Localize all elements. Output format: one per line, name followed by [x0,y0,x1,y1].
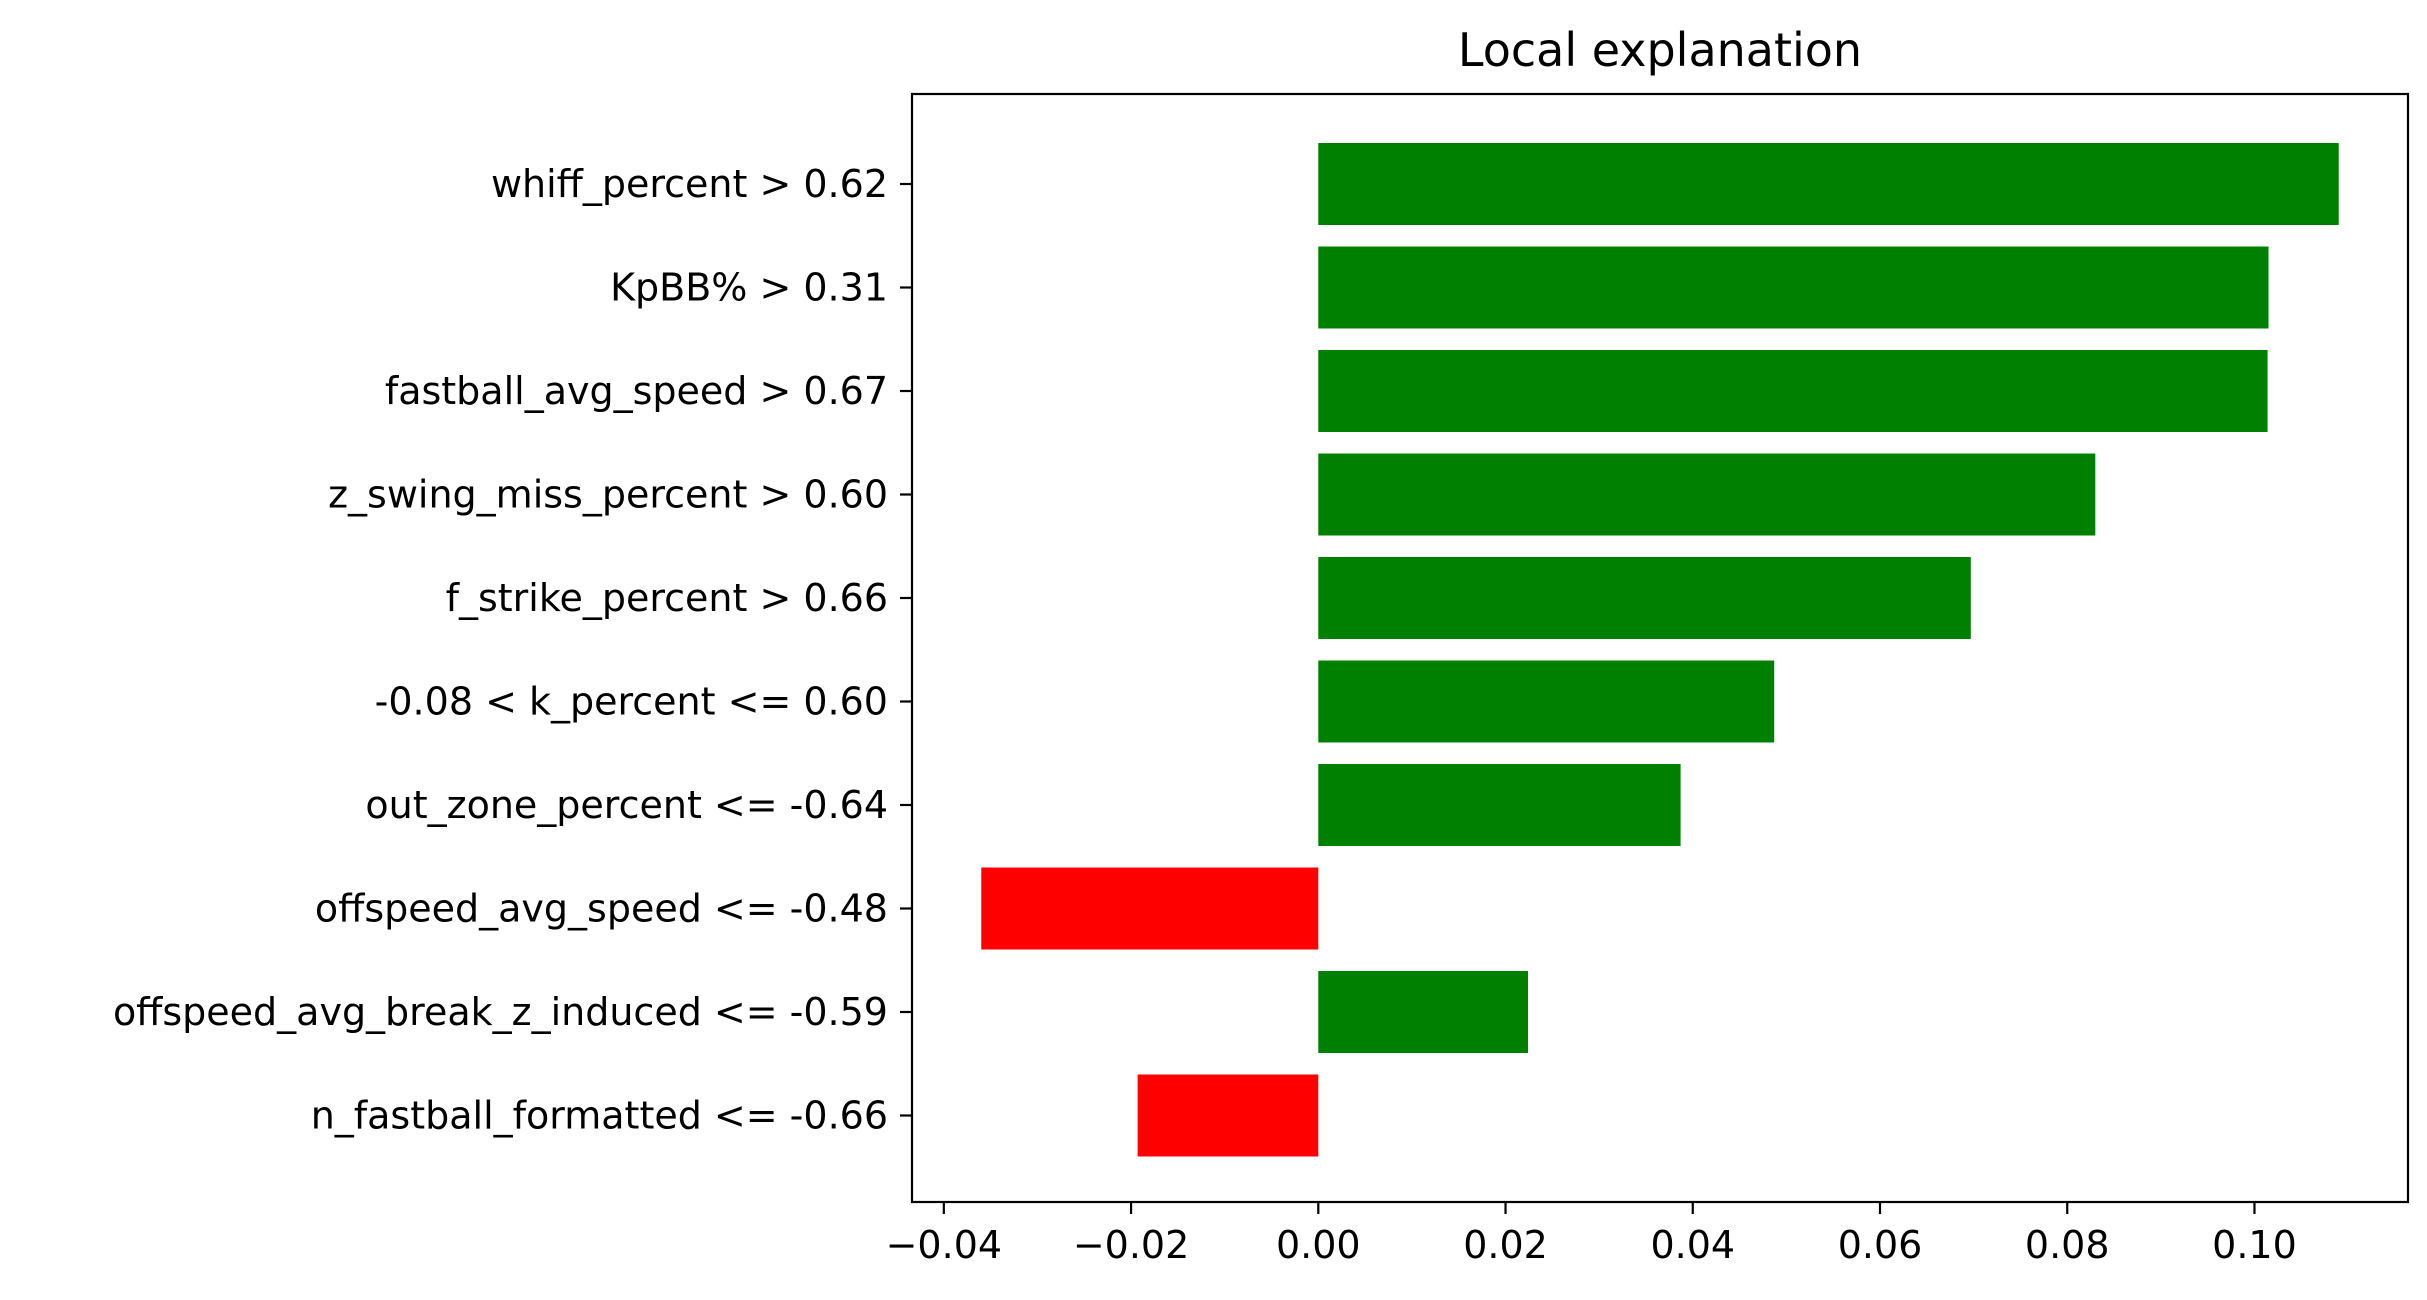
x-tick-label: 0.02 [1463,1223,1548,1267]
bar-offspeed-avg-break-z-induced-0-59 [1318,971,1528,1053]
x-tick-label: −0.02 [1073,1223,1189,1267]
chart-title: Local explanation [1458,23,1862,77]
bars-layer [981,143,2339,1157]
bar-out-zone-percent-0-64 [1318,764,1681,846]
x-ticks: −0.04 −0.02 0.00 0.02 0.04 0.06 0.08 0.10 [886,1202,2297,1267]
y-tick-label: out_zone_percent <= -0.64 [365,783,888,827]
x-tick-label: 0.00 [1276,1223,1361,1267]
bar-f-strike-percent-0-66 [1318,557,1971,639]
bar-z-swing-miss-percent-0-60 [1318,453,2096,536]
bar-fastball-avg-speed-0-67 [1318,350,2268,432]
x-tick-label: −0.04 [886,1223,1002,1267]
y-tick-label: z_swing_miss_percent > 0.60 [328,473,888,517]
x-tick-label: 0.04 [1650,1223,1735,1267]
y-tick-label: whiff_percent > 0.62 [491,162,888,206]
x-tick-label: 0.08 [2025,1223,2110,1267]
bar-n-fastball-formatted-0-66 [1137,1074,1319,1157]
bar-kpbb-0-31 [1318,246,2269,329]
bar-whiff-percent-0-62 [1318,143,2339,225]
bar-offspeed-avg-speed-0-48 [981,867,1319,950]
y-tick-label: f_strike_percent > 0.66 [446,576,888,620]
y-tick-label: KpBB% > 0.31 [610,266,888,310]
y-tick-label: offspeed_avg_break_z_induced <= -0.59 [113,990,888,1034]
bar-0-08-k-percent-0-60 [1318,660,1775,743]
y-tick-label: -0.08 < k_percent <= 0.60 [375,680,888,724]
y-tick-label: offspeed_avg_speed <= -0.48 [315,887,888,931]
y-tick-labels: whiff_percent > 0.62 KpBB% > 0.31 fastball… [113,162,912,1138]
y-tick-label: fastball_avg_speed > 0.67 [385,369,888,413]
x-tick-label: 0.10 [2212,1223,2297,1267]
y-tick-label: n_fastball_formatted <= -0.66 [311,1094,888,1138]
x-tick-label: 0.06 [1838,1223,1923,1267]
plot-area-frame [910,92,2410,1204]
